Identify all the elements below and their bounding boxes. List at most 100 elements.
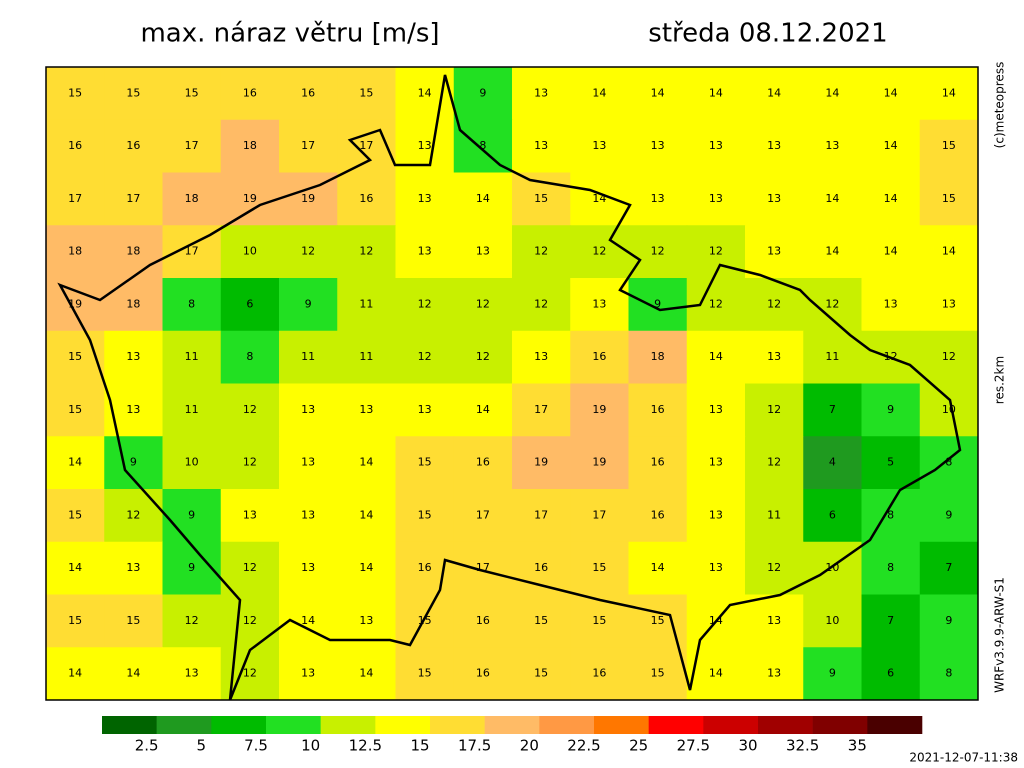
field-value: 12 (767, 456, 781, 469)
field-value: 17 (359, 139, 373, 152)
field-cell (512, 489, 571, 543)
field-cell (46, 119, 105, 173)
field-value: 13 (301, 561, 315, 574)
field-value: 17 (185, 245, 199, 258)
field-value: 14 (651, 561, 665, 574)
field-cell (745, 489, 804, 543)
field-value: 12 (709, 245, 723, 258)
field-cell (279, 489, 338, 543)
field-cell (628, 489, 688, 543)
field-value: 10 (825, 614, 839, 627)
map-frame (45, 66, 979, 701)
field-cell (803, 541, 862, 595)
field-value: 13 (767, 139, 781, 152)
field-cell (861, 119, 921, 173)
field-cell (745, 594, 804, 648)
field-cell (395, 647, 455, 701)
field-value: 15 (68, 350, 82, 363)
field-value: 17 (592, 508, 606, 521)
field-cell (279, 330, 338, 384)
field-cell (46, 67, 105, 121)
field-value: 18 (126, 297, 140, 310)
field-cell (919, 119, 979, 173)
field-cell (861, 383, 921, 437)
field-cell (395, 383, 455, 437)
field-value: 10 (185, 456, 199, 469)
field-value: 14 (825, 86, 839, 99)
field-value: 12 (767, 561, 781, 574)
field-cell (803, 225, 862, 279)
field-cell (395, 330, 455, 384)
field-value: 15 (942, 139, 956, 152)
field-cell (803, 436, 862, 490)
field-cell (46, 647, 105, 701)
field-value: 13 (825, 139, 839, 152)
field-cell (220, 383, 280, 437)
field-cell (46, 225, 105, 279)
field-value: 14 (884, 86, 898, 99)
field-value: 17 (185, 139, 199, 152)
field-value: 13 (709, 456, 723, 469)
field-cell (220, 541, 280, 595)
field-value: 15 (592, 561, 606, 574)
field-value: 14 (359, 561, 373, 574)
field-cell (628, 647, 688, 701)
field-value: 16 (592, 667, 606, 680)
field-value: 14 (942, 245, 956, 258)
field-cell (803, 330, 862, 384)
field-cell (803, 383, 862, 437)
field-value: 16 (651, 508, 665, 521)
field-cell (46, 436, 105, 490)
title: max. náraz větru [m/s] (140, 19, 439, 49)
field-value: 15 (534, 614, 548, 627)
field-value: 12 (592, 245, 606, 258)
field-value: 19 (592, 456, 606, 469)
field-cell (279, 647, 338, 701)
field-cell (337, 541, 396, 595)
field-cell (628, 67, 688, 121)
field-value: 17 (534, 508, 548, 521)
field-cell (803, 172, 862, 226)
field-cell (512, 594, 571, 648)
field-cell (453, 172, 513, 226)
field-value: 14 (884, 245, 898, 258)
field-cell (453, 225, 513, 279)
colorbar-swatch (484, 716, 540, 734)
field-value: 13 (243, 508, 257, 521)
colorbar-label: 27.5 (677, 737, 710, 755)
field-value: 13 (126, 350, 140, 363)
field-cell (919, 383, 979, 437)
field-cell (861, 67, 921, 121)
field-value: 14 (825, 245, 839, 258)
colorbar-label: 12.5 (349, 737, 382, 755)
field-value: 6 (829, 508, 836, 521)
field-cell (686, 67, 746, 121)
field-cell (628, 172, 688, 226)
field-cell (861, 278, 921, 332)
field-value: 19 (243, 192, 257, 205)
date: středa 08.12.2021 (648, 19, 887, 49)
field-cell (919, 647, 979, 701)
colorbar-swatch (211, 716, 267, 734)
field-value: 10 (243, 245, 257, 258)
field-value: 13 (359, 614, 373, 627)
field-value: 14 (709, 667, 723, 680)
field-value: 16 (476, 456, 490, 469)
field-value: 18 (243, 139, 257, 152)
field-cell (162, 489, 222, 543)
field-cell (453, 67, 513, 121)
field-value: 7 (829, 403, 836, 416)
colorbar-label: 30 (738, 737, 757, 755)
field-value: 16 (359, 192, 373, 205)
field-value: 16 (534, 561, 548, 574)
field-value: 15 (126, 86, 140, 99)
field-value: 17 (301, 139, 315, 152)
field-value: 8 (246, 350, 253, 363)
field-cell (512, 330, 571, 384)
field-cell (395, 436, 455, 490)
field-value: 14 (359, 508, 373, 521)
field-cell (337, 225, 396, 279)
field-cell (220, 489, 280, 543)
field-value: 14 (126, 667, 140, 680)
